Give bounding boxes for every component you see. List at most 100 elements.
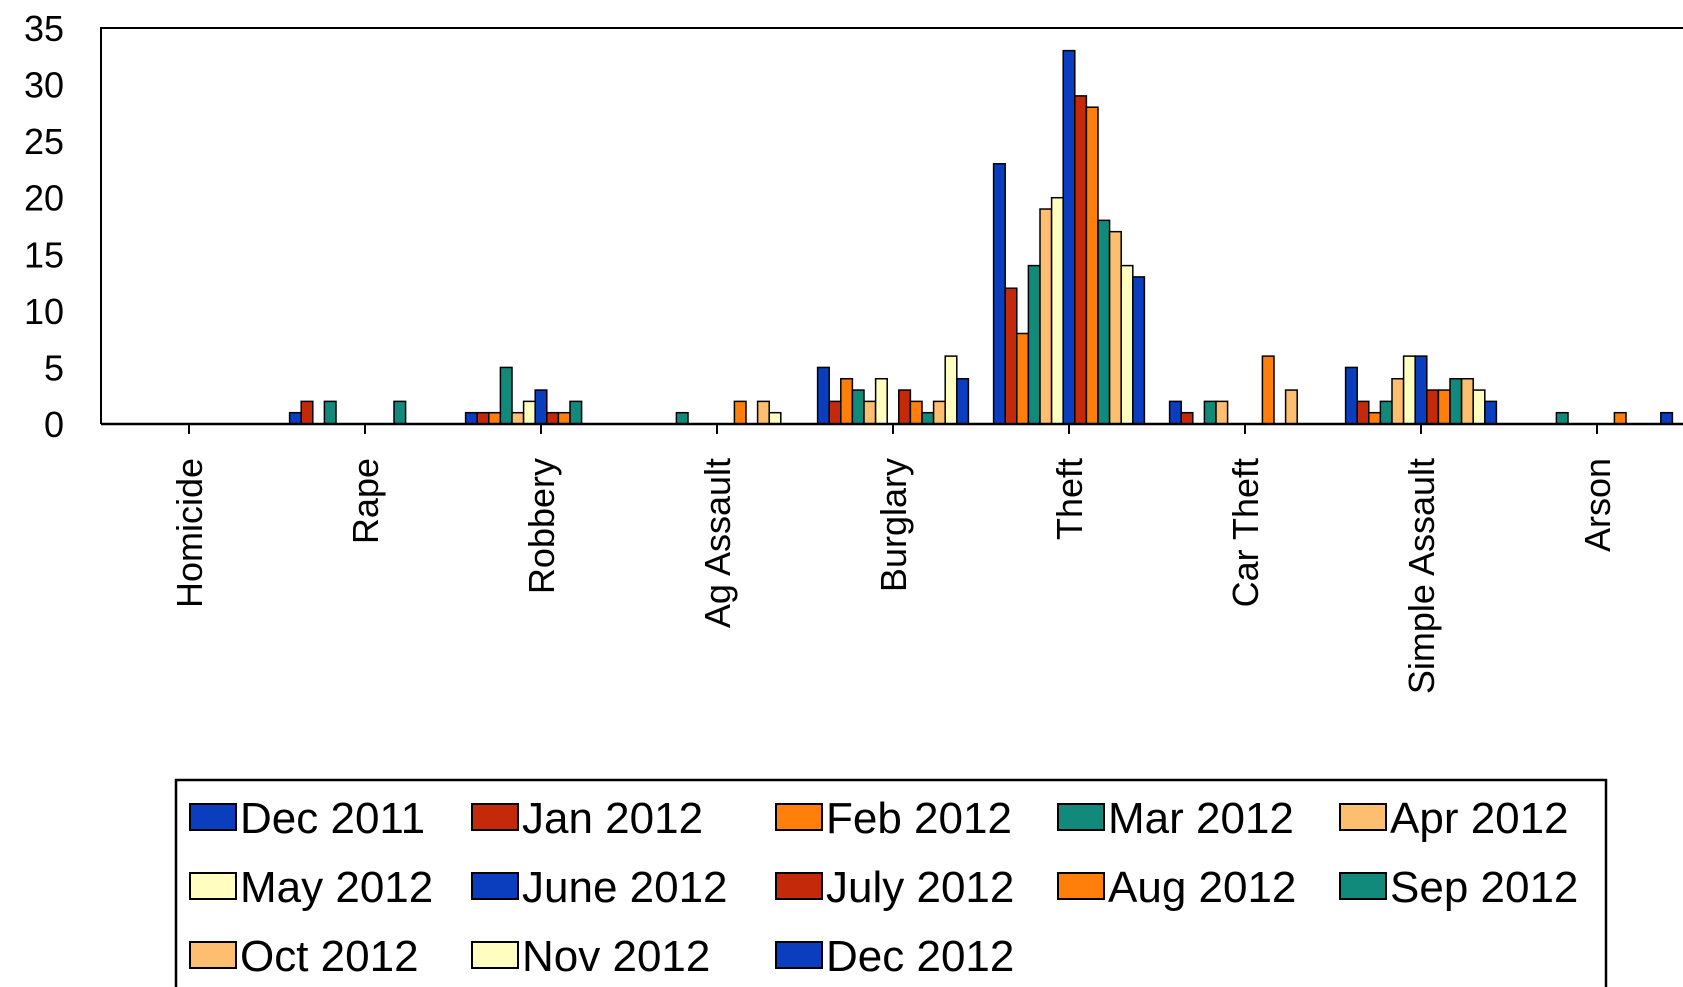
bar-oct-2012-theft [1108, 230, 1122, 425]
bar-aug-2012-theft [1085, 106, 1099, 425]
legend-swatch-sep-2012 [1339, 872, 1387, 900]
bar-aug-2012-arson [1613, 411, 1627, 425]
bar-may-2012-simple-assault [1402, 355, 1416, 425]
plot-frame-border [100, 27, 1683, 424]
bar-apr-2012-car-theft [1215, 400, 1229, 425]
legend-label-july-2012: July 2012 [826, 863, 1014, 912]
category-label-arson: Arson [1577, 458, 1618, 552]
bar-may-2012-burglary [874, 377, 888, 425]
bar-mar-2012-burglary [851, 389, 865, 425]
bar-jan-2012-theft [1004, 287, 1018, 425]
x-axis: Homicide Rape Robbery Ag Assault Burglary The… [169, 424, 1618, 694]
legend-swatch-aug-2012 [1057, 872, 1105, 900]
bar-july-2012-burglary [898, 389, 912, 425]
bar-feb-2012-simple-assault [1368, 411, 1382, 425]
bar-oct-2012-simple-assault [1460, 377, 1474, 425]
bar-oct-2012-car-theft [1284, 389, 1298, 425]
category-label-burglary: Burglary [873, 458, 914, 592]
legend-label-nov-2012: Nov 2012 [522, 932, 710, 981]
legend-label-jan-2012: Jan 2012 [522, 794, 703, 843]
bar-mar-2012-car-theft [1203, 400, 1217, 425]
legend-label-mar-2012: Mar 2012 [1108, 794, 1294, 843]
bar-mar-2012-theft [1027, 264, 1041, 425]
bar-mar-2012-robbery [499, 366, 513, 425]
bar-aug-2012-robbery [557, 411, 571, 425]
bar-jan-2012-car-theft [1180, 411, 1194, 425]
bar-sep-2012-simple-assault [1449, 377, 1463, 425]
bar-may-2012-theft [1050, 196, 1064, 425]
category-label-theft: Theft [1049, 458, 1090, 540]
bar-oct-2012-burglary [932, 400, 946, 425]
bar-dec-2011-robbery [464, 411, 478, 425]
bar-sep-2012-rape [393, 400, 407, 425]
legend-swatch-feb-2012 [775, 803, 823, 831]
bar-dec-2012-burglary [956, 377, 970, 425]
legend-label-dec-2011: Dec 2011 [240, 794, 425, 843]
bar-mar-2012-arson [1555, 411, 1569, 425]
bar-nov-2012-burglary [944, 355, 958, 425]
legend-swatch-july-2012 [775, 872, 823, 900]
legend-label-june-2012: June 2012 [522, 863, 728, 912]
category-label-homicide: Homicide [169, 458, 210, 608]
legend-label-apr-2012: Apr 2012 [1390, 794, 1569, 843]
bar-dec-2012-simple-assault [1484, 400, 1498, 425]
y-tick-label: 30 [24, 65, 64, 106]
bar-apr-2012-burglary [863, 400, 877, 425]
bar-feb-2012-burglary [840, 377, 854, 425]
legend: Dec 2011 Jan 2012 Feb 2012 Mar 2012 Apr 2012… [174, 778, 1608, 987]
bar-aug-2012-car-theft [1261, 355, 1275, 425]
bar-mar-2012-ag-assault [675, 411, 689, 425]
legend-swatch-may-2012 [189, 872, 237, 900]
y-tick-label: 15 [24, 234, 64, 275]
bar-june-2012-theft [1062, 49, 1076, 425]
category-label-robbery: Robbery [521, 458, 562, 594]
bar-dec-2011-simple-assault [1344, 366, 1358, 425]
plot-frame [100, 27, 1683, 426]
legend-swatch-june-2012 [471, 872, 519, 900]
bar-apr-2012-theft [1039, 208, 1053, 425]
legend-swatch-oct-2012 [189, 941, 237, 969]
category-label-ag-assault: Ag Assault [697, 458, 738, 628]
bar-feb-2012-robbery [488, 411, 502, 425]
bar-may-2012-robbery [522, 400, 536, 425]
category-label-car-theft: Car Theft [1225, 458, 1266, 607]
legend-label-aug-2012: Aug 2012 [1108, 863, 1296, 912]
bar-nov-2012-simple-assault [1472, 389, 1486, 425]
bar-july-2012-simple-assault [1426, 389, 1440, 425]
bar-sep-2012-burglary [921, 411, 935, 425]
legend-label-oct-2012: Oct 2012 [240, 932, 419, 981]
legend-label-sep-2012: Sep 2012 [1390, 863, 1578, 912]
bar-july-2012-theft [1074, 95, 1088, 425]
bar-dec-2011-theft [992, 163, 1006, 425]
bar-jan-2012-simple-assault [1356, 400, 1370, 425]
legend-label-feb-2012: Feb 2012 [826, 794, 1012, 843]
bar-dec-2011-car-theft [1168, 400, 1182, 425]
legend-swatch-mar-2012 [1057, 803, 1105, 831]
bar-aug-2012-ag-assault [733, 400, 747, 425]
legend-swatch-dec-2012 [775, 941, 823, 969]
bar-feb-2012-theft [1016, 332, 1030, 425]
bar-jan-2012-burglary [828, 400, 842, 425]
y-tick-label: 0 [44, 404, 64, 445]
category-label-rape: Rape [345, 458, 386, 544]
bar-dec-2012-theft [1132, 276, 1146, 425]
bars-group [288, 49, 1674, 425]
bar-apr-2012-robbery [511, 411, 525, 425]
legend-label-dec-2012: Dec 2012 [826, 932, 1014, 981]
bar-dec-2012-arson [1660, 411, 1674, 425]
bar-jan-2012-rape [300, 400, 314, 425]
bar-july-2012-robbery [546, 411, 560, 425]
bar-mar-2012-simple-assault [1379, 400, 1393, 425]
category-label-simple-assault: Simple Assault [1401, 458, 1442, 694]
bar-nov-2012-theft [1120, 264, 1134, 425]
legend-swatch-jan-2012 [471, 803, 519, 831]
y-tick-label: 20 [24, 178, 64, 219]
legend-swatch-apr-2012 [1339, 803, 1387, 831]
y-tick-label: 10 [24, 291, 64, 332]
bar-dec-2011-rape [288, 411, 302, 425]
bar-nov-2012-ag-assault [768, 411, 782, 425]
bar-june-2012-simple-assault [1414, 355, 1428, 425]
bar-jan-2012-robbery [476, 411, 490, 425]
bar-aug-2012-simple-assault [1437, 389, 1451, 425]
